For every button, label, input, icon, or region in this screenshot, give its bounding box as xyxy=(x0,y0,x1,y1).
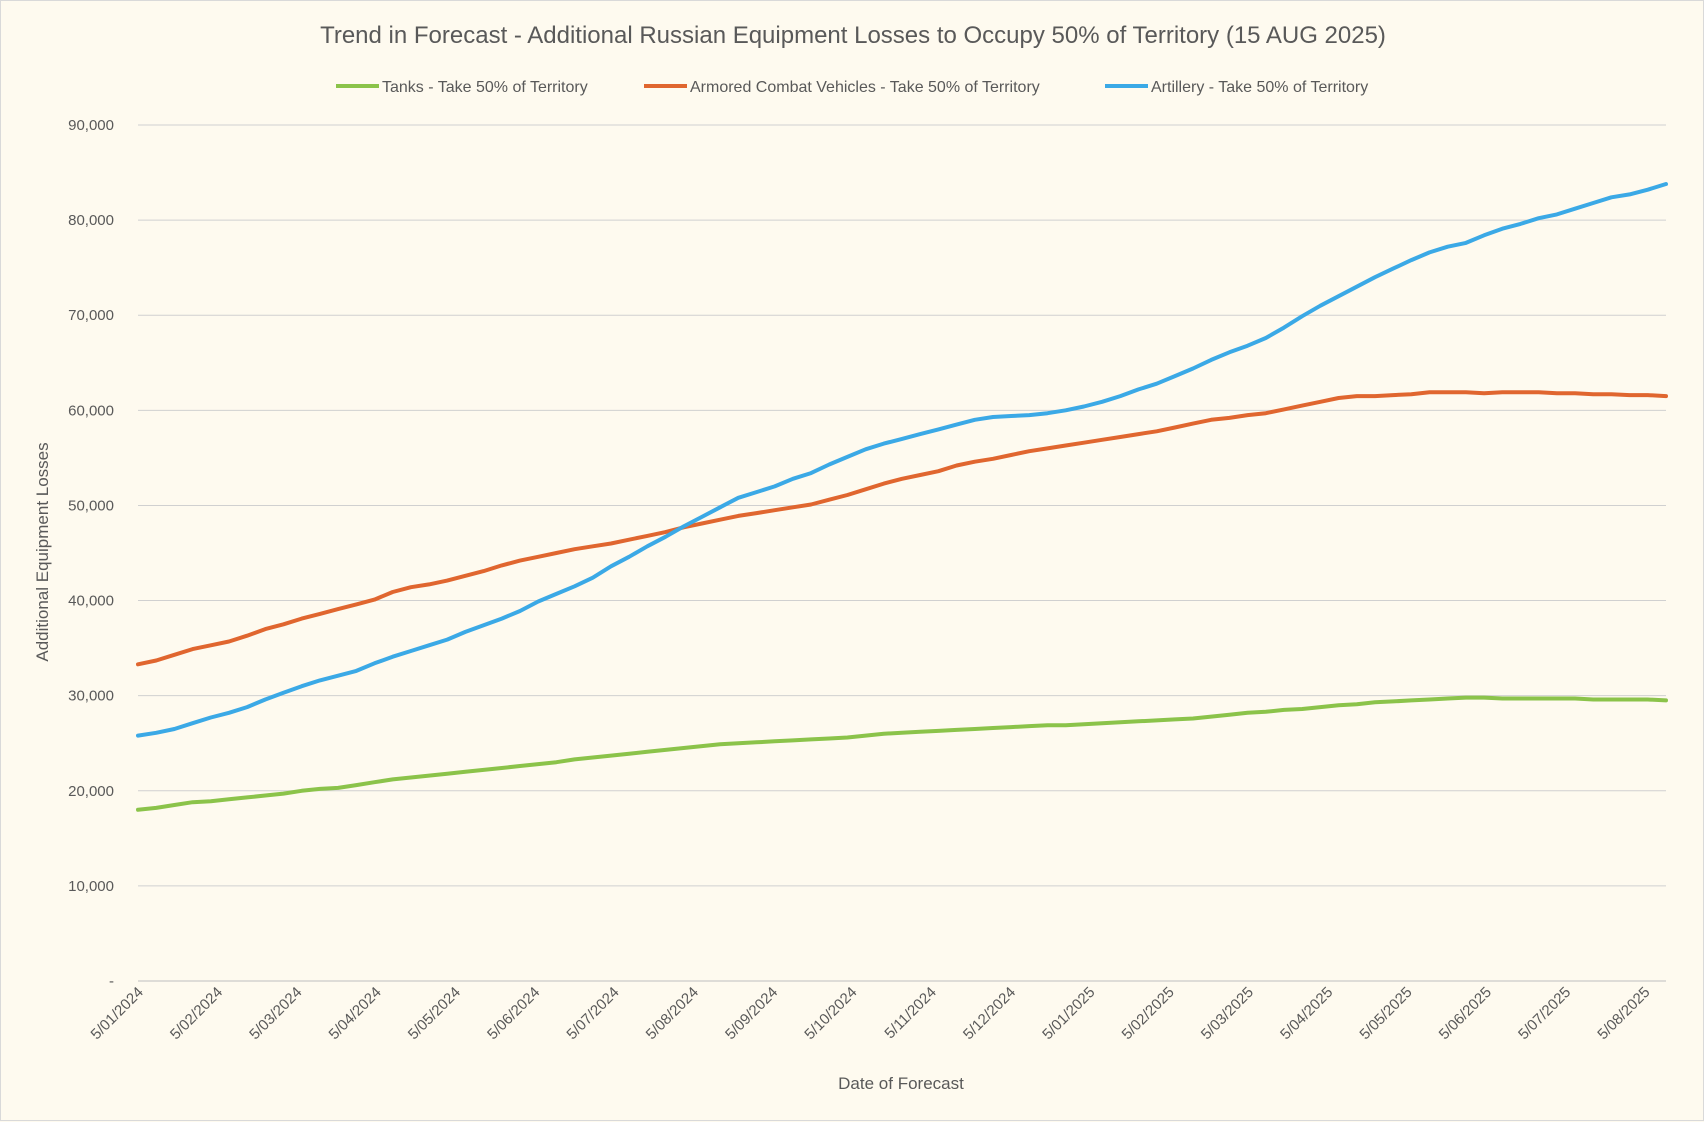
x-axis-ticks: 5/01/2024 5/02/2024 5/03/2024 5/04/2024 5/05… xyxy=(88,984,1654,1043)
y-axis-title: Additional Equipment Losses xyxy=(33,442,52,661)
y-tick-label: 30,000 xyxy=(68,688,114,705)
x-tick-label: 5/03/2025 xyxy=(1198,984,1257,1043)
x-tick-label: 5/12/2024 xyxy=(960,984,1019,1043)
x-tick-label: 5/02/2025 xyxy=(1119,984,1178,1043)
x-tick-label: 5/07/2025 xyxy=(1515,984,1574,1043)
x-axis-title: Date of Forecast xyxy=(838,1074,964,1093)
y-tick-label: - xyxy=(109,973,114,990)
legend-label-artillery: Artillery - Take 50% of Territory xyxy=(1151,79,1368,96)
series-line-tanks xyxy=(136,695,1668,812)
y-tick-label: 90,000 xyxy=(68,117,114,134)
series-lines xyxy=(136,182,1668,812)
y-tick-label: 50,000 xyxy=(68,497,114,514)
x-tick-label: 5/01/2024 xyxy=(88,984,147,1043)
x-tick-label: 5/05/2024 xyxy=(405,984,464,1043)
x-tick-label: 5/07/2024 xyxy=(563,984,622,1043)
x-tick-label: 5/06/2024 xyxy=(484,984,543,1043)
x-tick-label: 5/06/2025 xyxy=(1436,984,1495,1043)
y-tick-label: 40,000 xyxy=(68,593,114,610)
y-tick-label: 60,000 xyxy=(68,402,114,419)
y-axis-ticks: - 10,000 20,000 30,000 40,000 50,000 60,000 70,… xyxy=(68,117,114,990)
x-tick-label: 5/04/2024 xyxy=(326,984,385,1043)
series-line-artillery xyxy=(136,182,1668,738)
y-tick-label: 20,000 xyxy=(68,783,114,800)
x-tick-label: 5/04/2025 xyxy=(1277,984,1336,1043)
legend-label-tanks: Tanks - Take 50% of Territory xyxy=(382,79,588,96)
gridlines xyxy=(138,124,1666,887)
x-tick-label: 5/08/2024 xyxy=(643,984,702,1043)
x-tick-label: 5/03/2024 xyxy=(246,984,305,1043)
y-tick-label: 70,000 xyxy=(68,307,114,324)
chart-title: Trend in Forecast - Additional Russian E… xyxy=(320,22,1386,49)
x-tick-label: 5/01/2025 xyxy=(1039,984,1098,1043)
y-tick-label: 80,000 xyxy=(68,212,114,229)
x-tick-label: 5/05/2025 xyxy=(1356,984,1415,1043)
legend-label-armored-combat-vehicles: Armored Combat Vehicles - Take 50% of Te… xyxy=(690,79,1040,96)
x-tick-label: 5/02/2024 xyxy=(167,984,226,1043)
series-line-armored-combat-vehicles xyxy=(136,390,1668,667)
x-tick-label: 5/11/2024 xyxy=(881,984,939,1042)
x-tick-label: 5/09/2024 xyxy=(722,984,781,1043)
legend: Tanks - Take 50% of Territory Armored Co… xyxy=(336,79,1368,96)
x-tick-label: 5/08/2025 xyxy=(1594,984,1653,1043)
x-tick-label: 5/10/2024 xyxy=(801,984,860,1043)
y-tick-label: 10,000 xyxy=(68,878,114,895)
